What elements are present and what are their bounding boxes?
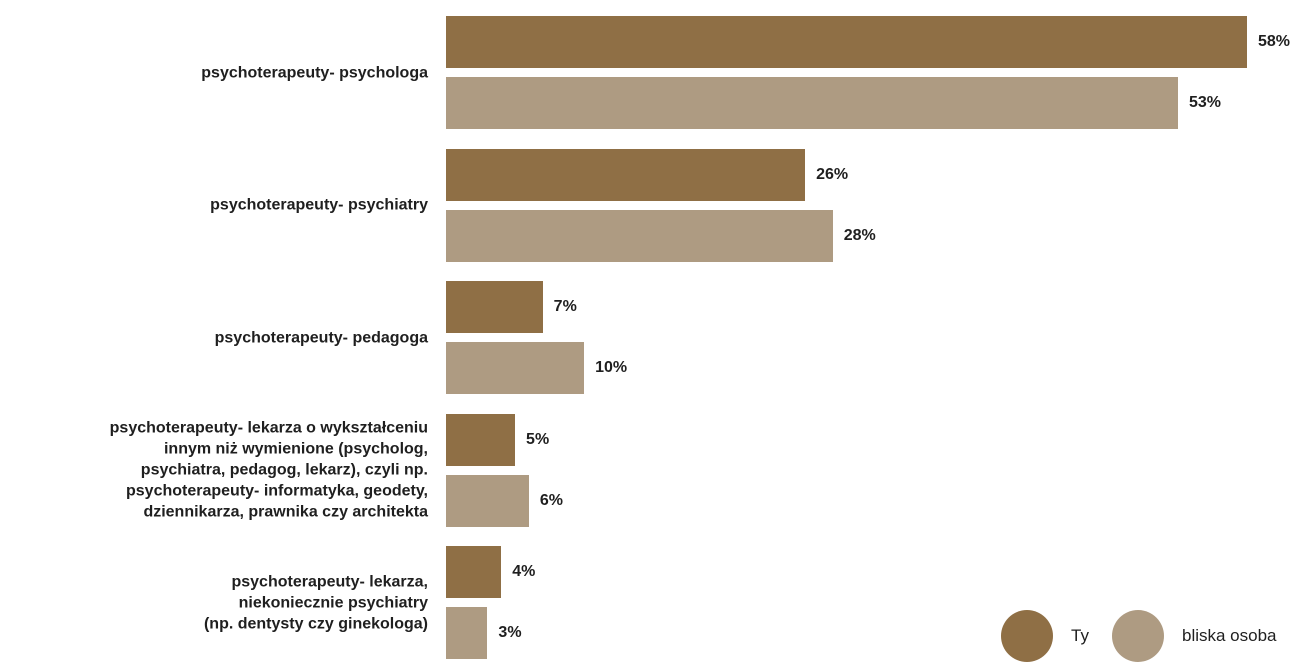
category-label-line: psychoterapeuty- psychologa [201, 64, 428, 81]
bar [446, 281, 543, 333]
bar-value-label: 3% [498, 624, 522, 641]
bar-value-label: 10% [595, 359, 628, 376]
category-label-line: niekoniecznie psychiatry [238, 594, 428, 611]
category-label-line: psychoterapeuty- pedagoga [214, 329, 428, 346]
bar [446, 342, 585, 394]
category-label-line: psychoterapeuty- psychiatry [210, 196, 428, 214]
bar [446, 209, 833, 262]
category-label: psychoterapeuty- lekarza, niekoniecznie p… [204, 571, 428, 634]
bar-value-label: 58% [1258, 33, 1291, 50]
bar [446, 148, 806, 201]
legend-item-bliska-osoba: bliska osoba [1112, 610, 1277, 662]
legend-label-bliska-osoba: bliska osoba [1182, 626, 1277, 645]
category-label-line: psychoterapeuty- informatyka, geodety, [126, 482, 428, 500]
category-label: psychoterapeuty- psychologa [201, 62, 428, 83]
category-label-line: (np. dentysty czy ginekologa) [203, 615, 428, 632]
category-label-line: psychoterapeuty- lekarza o wykształceniu [109, 419, 428, 437]
bar [446, 546, 502, 598]
bar-value-label: 28% [843, 226, 876, 244]
legend-item-ty: Ty [1001, 610, 1089, 662]
category-label: psychoterapeuty- pedagoga [215, 327, 428, 348]
bar [446, 413, 516, 466]
legend-swatch-bliska-osoba [1112, 610, 1164, 662]
bar [446, 474, 529, 527]
bar-value-label: 5% [526, 430, 550, 448]
category-label: psychoterapeuty- psychiatry [210, 195, 428, 216]
category-label: psychoterapeuty- lekarza o wykształceniu… [110, 418, 428, 523]
bar [446, 77, 1178, 129]
bar-value-label: 53% [1188, 94, 1221, 111]
bar-value-label: 6% [539, 491, 563, 509]
category-label-line: dziennikarza, prawnika czy architekta [143, 503, 428, 521]
legend-swatch-ty [1001, 610, 1053, 662]
bar [446, 607, 488, 659]
category-label-line: psychoterapeuty- lekarza, [231, 573, 428, 590]
category-label-line: innym niż wymienione (psycholog, [163, 440, 428, 458]
bar-value-label: 7% [553, 298, 577, 315]
legend-label-ty: Ty [1071, 626, 1089, 645]
bar [446, 16, 1247, 68]
bar-value-label: 4% [512, 563, 536, 580]
bar-value-label: 26% [816, 165, 849, 183]
category-label-line: psychiatra, pedagog, lekarz), czyli np. [140, 461, 428, 479]
